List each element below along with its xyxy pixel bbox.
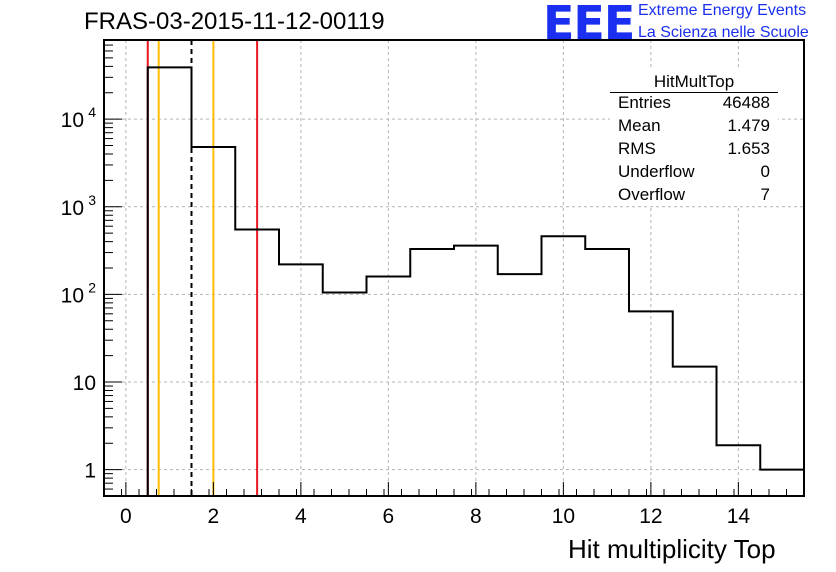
y-tick-label: 10: [61, 284, 84, 307]
stats-key: Overflow: [618, 185, 686, 204]
y-tick-exponent: 3: [88, 192, 96, 208]
y-tick-label: 10: [61, 197, 84, 220]
x-axis-label: Hit multiplicity Top: [568, 534, 776, 564]
x-tick-label: 14: [727, 505, 751, 528]
stats-key: RMS: [618, 139, 656, 158]
y-tick-label: 10: [61, 109, 84, 132]
plot-title: FRAS-03-2015-11-12-00119: [84, 8, 385, 35]
x-tick-label: 12: [639, 505, 662, 528]
stats-row-overflow: Overflow 7: [618, 185, 770, 207]
x-tick-label: 0: [120, 505, 132, 528]
marker-lines: [146, 40, 259, 496]
stats-key: Entries: [618, 93, 671, 112]
stats-row-entries: Entries 46488: [618, 93, 770, 115]
stats-value: 1.479: [727, 116, 770, 135]
x-tick-label: 8: [470, 505, 482, 528]
x-tick-label: 4: [295, 505, 307, 528]
stats-row-rms: RMS 1.653: [618, 139, 770, 161]
stats-value: 0: [760, 162, 770, 181]
stats-row-underflow: Underflow 0: [618, 162, 770, 184]
x-tick-label: 6: [383, 505, 395, 528]
x-tick-label: 2: [208, 505, 220, 528]
stats-title: HitMultTop: [653, 72, 735, 91]
logo-line-1: Extreme Energy Events: [638, 2, 807, 19]
logo-line-2: La Scienza nelle Scuole: [638, 24, 809, 41]
stats-value: 7: [760, 185, 770, 204]
stats-value: 46488: [722, 93, 770, 112]
stats-value: 1.653: [727, 139, 770, 158]
stats-box: HitMultTop Entries 46488 Mean 1.479 RMS …: [610, 70, 778, 206]
stats-key: Mean: [618, 116, 661, 135]
y-tick-label: 10: [73, 372, 96, 395]
stats-key: Underflow: [618, 162, 695, 181]
x-tick-label: 10: [552, 505, 575, 528]
y-tick-label: 1: [84, 460, 96, 483]
y-tick-exponent: 2: [88, 279, 96, 295]
y-tick-exponent: 4: [88, 104, 96, 120]
histogram-series: [104, 66, 804, 497]
stats-divider: [610, 92, 778, 93]
eee-logo: EEE: [543, 0, 635, 50]
stats-row-mean: Mean 1.479: [618, 116, 770, 138]
